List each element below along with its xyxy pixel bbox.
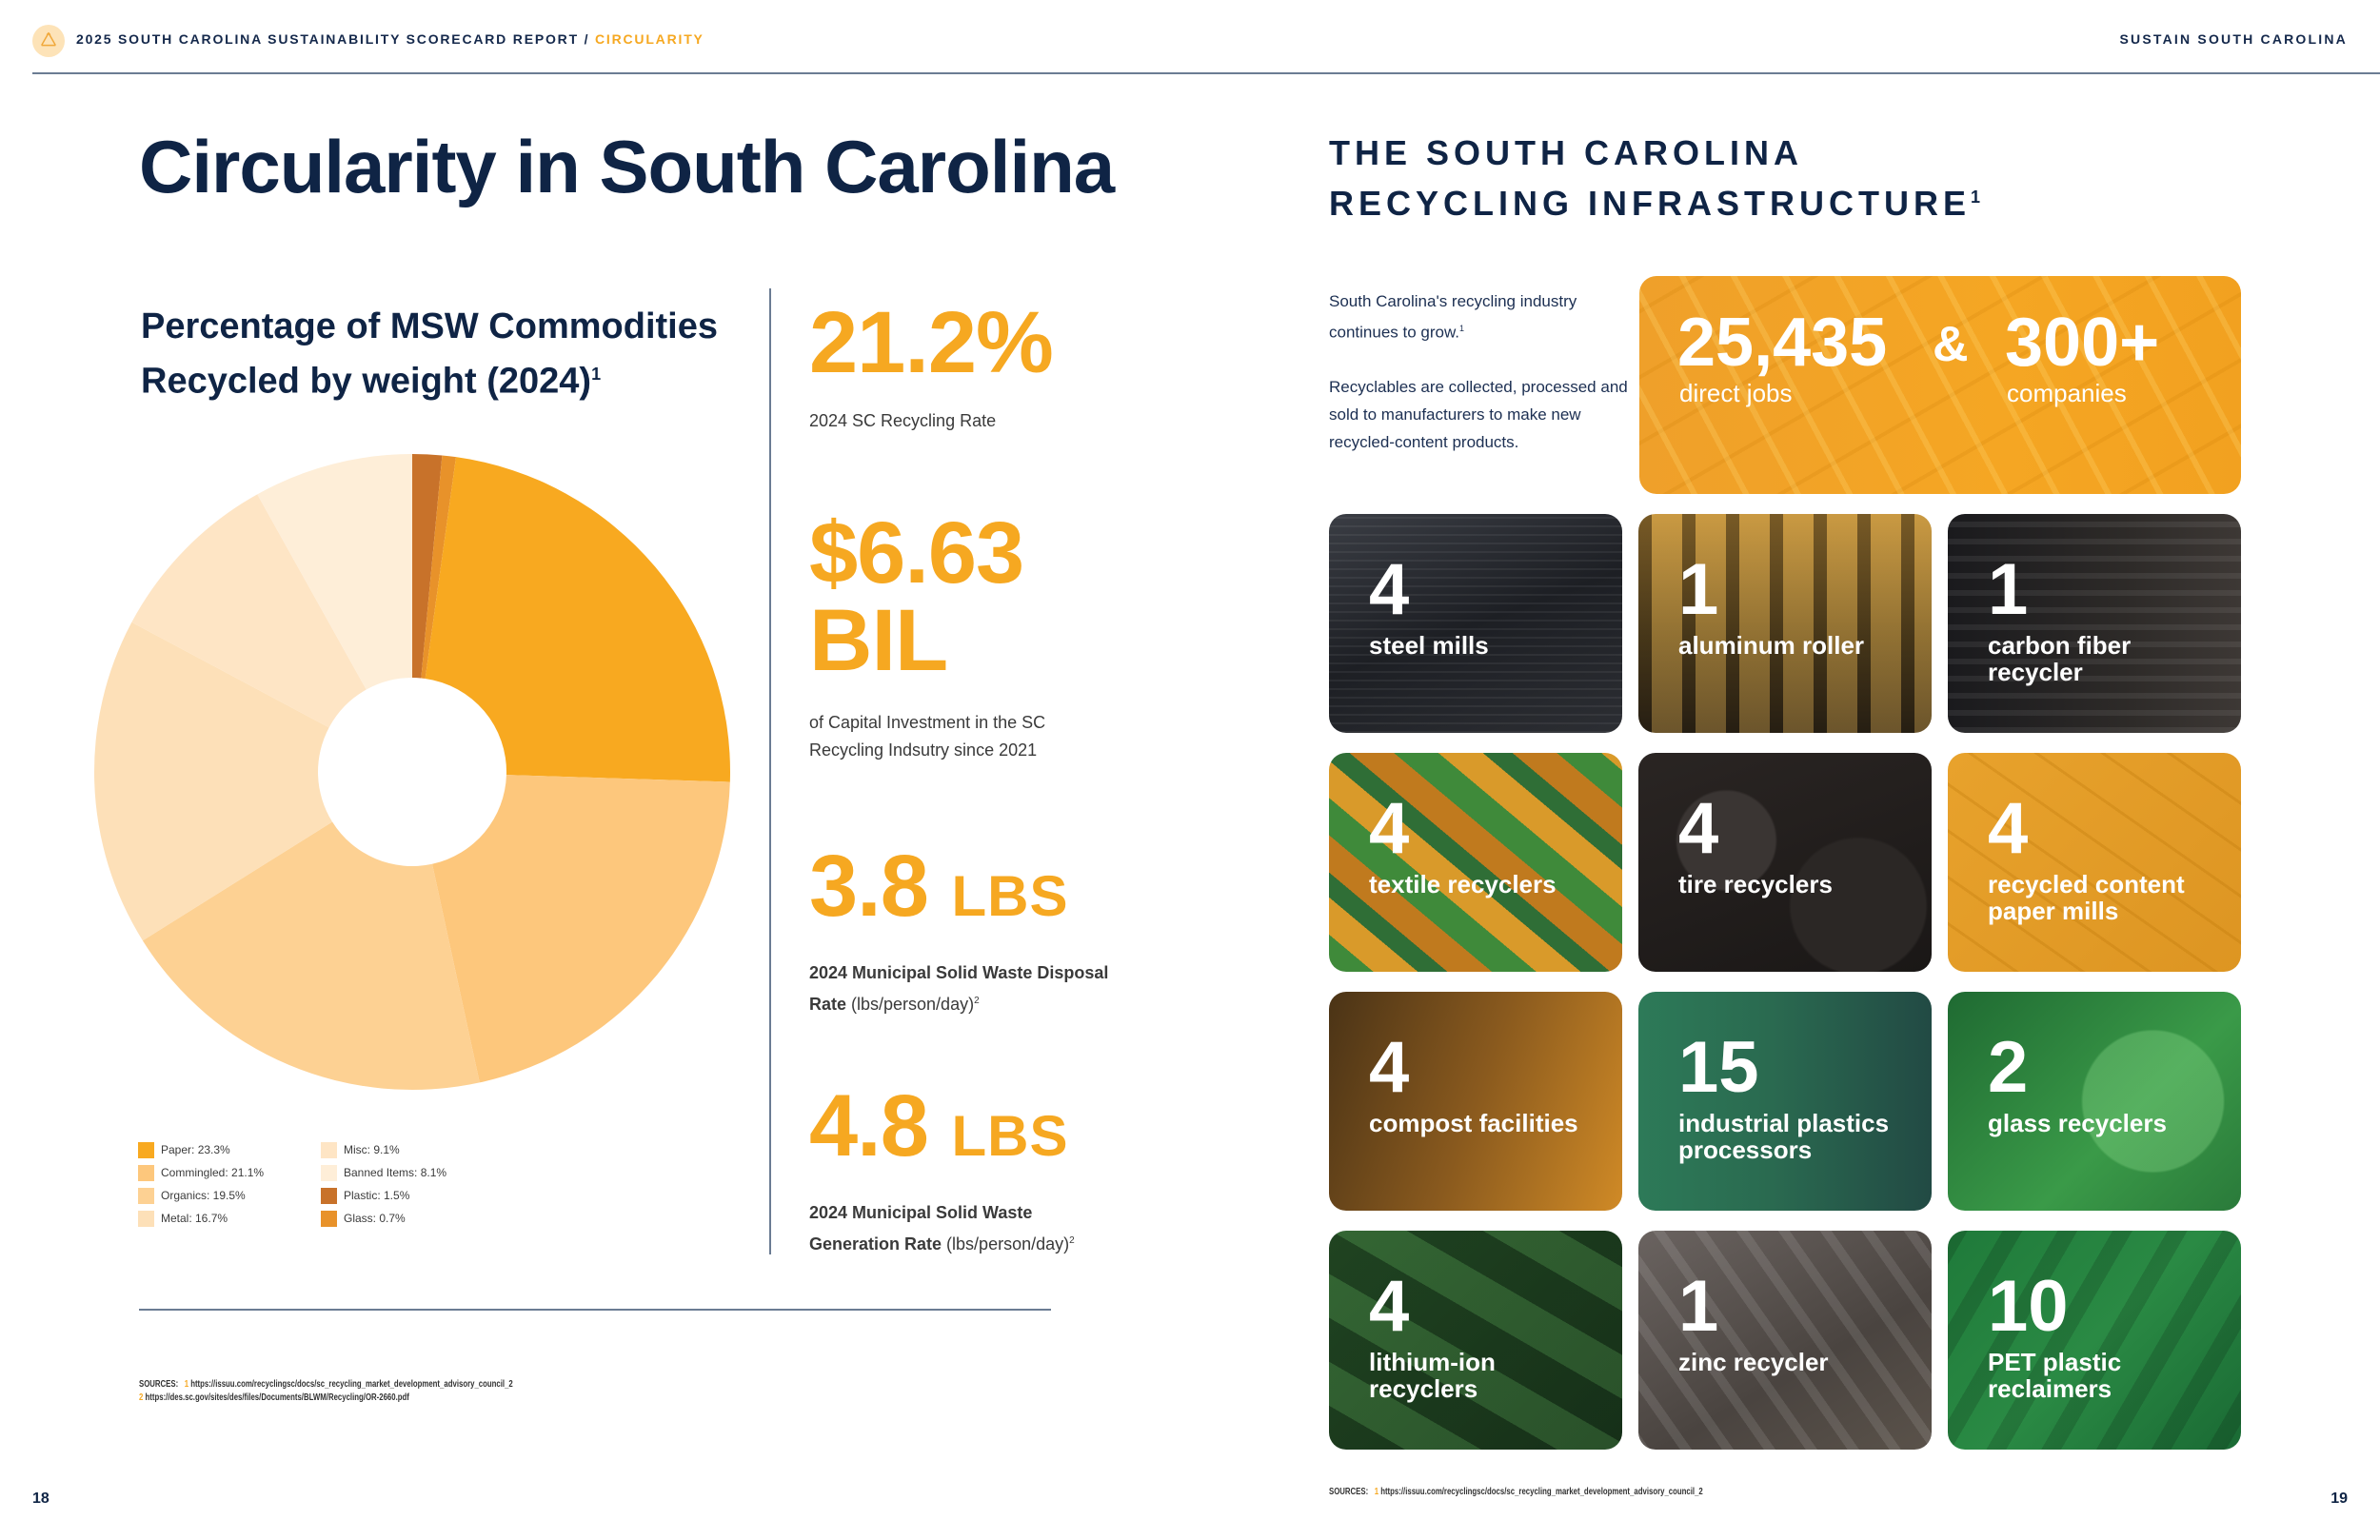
intro-text: South Carolina's recycling industry cont… xyxy=(1329,292,1628,451)
legend-item: Metal: 16.7% xyxy=(138,1210,321,1227)
legend-swatch xyxy=(321,1164,337,1181)
chart-title-line1: Percentage of MSW Commodities xyxy=(141,306,718,346)
stat-disposal-rate: 3.8 LBS 2024 Municipal Solid Waste Dispo… xyxy=(809,842,1123,1018)
report-breadcrumb: 2025 SOUTH CAROLINA SUSTAINABILITY SCORE… xyxy=(76,31,704,47)
legend-item: Organics: 19.5% xyxy=(138,1187,321,1204)
stat-generation-rate: 4.8 LBS 2024 Municipal Solid Waste Gener… xyxy=(809,1082,1123,1258)
legend-swatch xyxy=(321,1187,337,1204)
legend-item: Banned Items: 8.1% xyxy=(321,1164,504,1181)
legend-swatch xyxy=(321,1141,337,1158)
tile-tire-recyclers: 4 tire recyclers xyxy=(1638,753,1932,972)
tile-steel-mills: 4 steel mills xyxy=(1329,514,1622,733)
tile-glass-recyclers: 2 glass recyclers xyxy=(1948,992,2241,1211)
legend-item: Misc: 9.1% xyxy=(321,1141,504,1158)
stat-description: of Capital Investment in the SC Recyclin… xyxy=(809,713,1046,760)
tile-compost-facilities: 4 compost facilities xyxy=(1329,992,1622,1211)
legend-swatch xyxy=(138,1187,154,1204)
stat-description: 2024 SC Recycling Rate xyxy=(809,411,997,430)
jobs-companies-card: 25,435 & 300+ direct jobs companies xyxy=(1639,276,2241,494)
pie-slice-plastic xyxy=(412,454,443,679)
companies-value: 300+ xyxy=(2005,305,2160,381)
tile-aluminum-roller: 1 aluminum roller xyxy=(1638,514,1932,733)
stat-value: 21.2% xyxy=(809,294,1054,391)
chart-title-line2: Recycled by weight (2024)1 xyxy=(141,361,602,402)
legend-item: Glass: 0.7% xyxy=(321,1210,504,1227)
stat-value: 3.8 LBS xyxy=(809,838,1069,935)
facility-grid: 4 steel mills 1 aluminum roller 1 carbon fi… xyxy=(1329,514,2241,1450)
tile-zinc-recycler: 1 zinc recycler xyxy=(1638,1231,1932,1450)
legend-swatch xyxy=(321,1210,337,1227)
stat-value: $6.63 xyxy=(809,504,1024,602)
jobs-value: 25,435 xyxy=(1677,305,1888,381)
companies-label: companies xyxy=(2007,379,2127,407)
legend-item: Commingled: 21.1% xyxy=(138,1164,321,1181)
stat-value-unit: BIL xyxy=(809,592,948,689)
page-title: Circularity in South Carolina xyxy=(139,125,1115,208)
tile-industrial-plastics: 15 industrial plastics processors xyxy=(1638,992,1932,1211)
tile-carbon-fiber: 1 carbon fiber recycler xyxy=(1948,514,2241,733)
pie-slice-banned-items xyxy=(257,454,412,690)
pie-slice-glass xyxy=(421,455,457,679)
jobs-label: direct jobs xyxy=(1679,379,1793,407)
chart-title: Percentage of MSW Commodities Recycled b… xyxy=(141,303,750,405)
tile-textile-recyclers: 4 textile recyclers xyxy=(1329,753,1622,972)
legend-swatch xyxy=(138,1164,154,1181)
sources-left: SOURCES: 1 https://issuu.com/recyclingsc… xyxy=(139,1379,513,1403)
legend-swatch xyxy=(138,1141,154,1158)
pie-slice-paper xyxy=(425,457,730,782)
stat-description: 2024 Municipal Solid Waste Generation Ra… xyxy=(809,1203,1075,1254)
ampersand: & xyxy=(1933,317,1969,372)
pie-slice-organics xyxy=(142,821,480,1090)
donut-chart xyxy=(93,453,731,1091)
column-divider xyxy=(769,288,771,1254)
tile-lithium-ion: 4 lithium-ion recyclers xyxy=(1329,1231,1622,1450)
tile-paper-mills: 4 recycled content paper mills xyxy=(1948,753,2241,972)
pie-slice-metal xyxy=(93,622,333,941)
source-link[interactable]: https://issuu.com/recyclingsc/docs/sc_re… xyxy=(190,1379,513,1390)
publisher-label: SUSTAIN SOUTH CAROLINA xyxy=(2119,31,2348,47)
chart-legend: Paper: 23.3% Misc: 9.1% Commingled: 21.1… xyxy=(138,1141,519,1227)
donut-chart-svg xyxy=(93,454,730,1090)
legend-item: Plastic: 1.5% xyxy=(321,1187,504,1204)
stat-description: 2024 Municipal Solid Waste Disposal Rate… xyxy=(809,963,1109,1014)
source-link[interactable]: https://issuu.com/recyclingsc/docs/sc_re… xyxy=(1380,1487,1703,1497)
footer-divider xyxy=(139,1309,1051,1311)
sources-right: SOURCES: 1 https://issuu.com/recyclingsc… xyxy=(1329,1487,1703,1497)
page-number: 19 xyxy=(2330,1491,2348,1507)
stat-value: 4.8 LBS xyxy=(809,1077,1069,1175)
stat-capital-investment: $6.63 BIL of Capital Investment in the S… xyxy=(809,509,1123,764)
breadcrumb-section: CIRCULARITY xyxy=(595,31,704,47)
stat-recycling-rate: 21.2% 2024 SC Recycling Rate xyxy=(809,299,1123,435)
breadcrumb-report: 2025 SOUTH CAROLINA SUSTAINABILITY SCORE… xyxy=(76,31,595,47)
pie-slice-commingled xyxy=(431,775,730,1083)
legend-item: Paper: 23.3% xyxy=(138,1141,321,1158)
tile-pet-reclaimers: 10 PET plastic reclaimers xyxy=(1948,1231,2241,1450)
recycle-icon xyxy=(32,25,65,57)
legend-swatch xyxy=(138,1210,154,1227)
page-number: 18 xyxy=(32,1491,50,1507)
header-divider xyxy=(32,72,2380,74)
pie-slice-misc xyxy=(131,494,367,728)
section-title: THE SOUTH CAROLINA RECYCLING INFRASTRUCT… xyxy=(1329,133,1981,223)
source-link[interactable]: https://des.sc.gov/sites/des/files/Docum… xyxy=(145,1392,409,1403)
